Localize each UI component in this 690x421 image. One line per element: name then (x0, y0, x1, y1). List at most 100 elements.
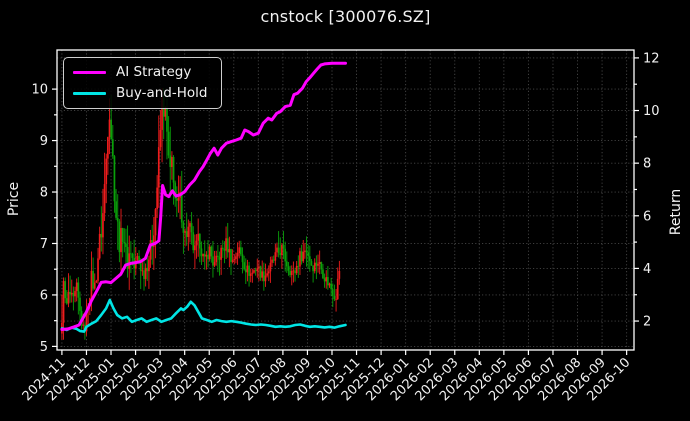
legend: AI Strategy Buy-and-Hold (63, 57, 223, 109)
candle-body (107, 137, 109, 159)
candle-body (279, 252, 282, 256)
candle-body (138, 256, 140, 261)
candlestick-series (61, 88, 341, 340)
candle-body (330, 283, 333, 290)
candle-body (294, 270, 296, 274)
candle-body (267, 271, 270, 274)
candle-body (274, 252, 277, 261)
candle-body (195, 240, 198, 246)
candle-body (110, 119, 113, 140)
candle-body (226, 238, 229, 253)
candle-body (276, 247, 278, 253)
left-axis-title: Price (6, 181, 22, 217)
candle-body (266, 273, 268, 276)
candle-body (113, 156, 116, 202)
candle-body (217, 255, 219, 258)
candle-body (328, 283, 331, 286)
candle-body (315, 262, 318, 266)
candle-body (144, 267, 147, 280)
candle-body (159, 129, 162, 148)
candle-body (82, 324, 85, 326)
candle-body (253, 270, 255, 273)
candle-body (292, 270, 295, 272)
ai-strategy-line-swatch (73, 70, 106, 75)
candle-body (126, 246, 129, 269)
candle-body (190, 223, 193, 233)
candle-body (213, 262, 216, 266)
candle-body (318, 262, 321, 264)
candle-body (264, 275, 267, 282)
chart-title: cnstock [300076.SZ] (260, 7, 431, 26)
candle-body (246, 265, 249, 273)
candle-body (228, 249, 231, 253)
candle-body (187, 226, 190, 237)
candle-body (336, 278, 339, 300)
candle-body (254, 270, 257, 272)
candle-body (105, 158, 108, 185)
candle-body (282, 245, 285, 249)
candle-body (210, 246, 213, 257)
right-tick-label: 2 (643, 315, 651, 330)
candle-body (235, 256, 237, 259)
buy-and-hold-line (60, 298, 347, 333)
candle-body (128, 253, 131, 269)
candle-body (192, 232, 195, 251)
axis-tick-labels: 5678910246810122024-112024-122025-012025… (20, 51, 660, 404)
candle-body (335, 299, 337, 300)
candle-body (261, 271, 264, 278)
candle-body (244, 269, 247, 273)
candle-body (166, 107, 168, 132)
candle-body (169, 155, 172, 168)
candle-body (230, 249, 232, 262)
candle-body (123, 241, 126, 244)
candle-body (70, 292, 73, 295)
candle-body (77, 282, 80, 298)
candle-body (212, 256, 214, 266)
candle-body (302, 251, 305, 262)
ai-strategy-line (60, 61, 347, 331)
candle-body (333, 295, 336, 300)
candle-body (97, 258, 99, 281)
legend-label-ai-strategy: AI Strategy (116, 64, 192, 80)
candle-body (141, 270, 144, 272)
candle-body (323, 278, 326, 282)
candle-body (259, 266, 262, 278)
candle-body (72, 292, 75, 297)
left-tick-label: 6 (40, 288, 48, 303)
candle-body (325, 277, 328, 282)
candle-body (310, 261, 313, 266)
candle-body (149, 240, 152, 260)
candle-body (312, 265, 314, 272)
candle-body (308, 256, 311, 262)
candle-body (290, 271, 293, 276)
candle-body (327, 277, 329, 286)
candle-body (156, 187, 158, 210)
candle-body (172, 157, 175, 183)
candle-body (198, 233, 201, 249)
candle-body (121, 228, 124, 242)
candle-body (251, 272, 254, 274)
candle-body (299, 251, 301, 267)
candle-body (271, 259, 273, 263)
candle-body (236, 253, 239, 257)
candle-body (185, 231, 188, 237)
candle-body (231, 260, 234, 262)
candle-body (218, 257, 221, 260)
candle-body (300, 251, 303, 262)
candle-body (281, 245, 283, 256)
right-tick-label: 8 (643, 157, 651, 172)
candle-body (177, 197, 180, 201)
candle-body (164, 107, 167, 117)
candle-body (233, 258, 236, 261)
candle-body (161, 97, 163, 130)
candle-body (313, 262, 316, 272)
candle-body (320, 262, 323, 270)
candle-body (154, 209, 157, 236)
candle-body (65, 298, 68, 304)
candle-body (146, 267, 149, 272)
candle-body (277, 247, 280, 253)
candle-body (102, 213, 104, 238)
candle-body (285, 261, 288, 267)
candle-body (108, 119, 111, 138)
